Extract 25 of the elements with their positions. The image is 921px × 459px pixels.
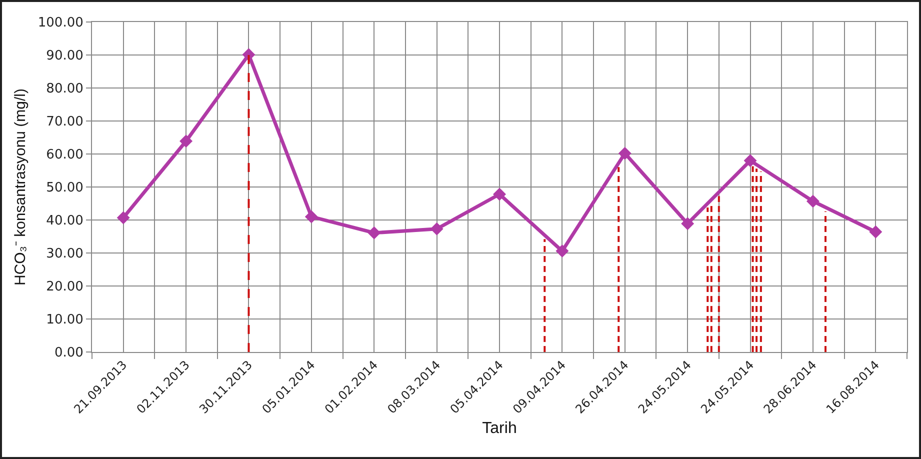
y-tick-label: 20.00: [46, 280, 84, 295]
y-tick-label: 60.00: [46, 148, 84, 163]
y-axis-title: HCO₃⁻ konsantrasyonu (mg/l): [12, 88, 30, 286]
y-tick-label: 50.00: [46, 180, 84, 196]
point: [681, 217, 694, 230]
x-axis-title: Tarih: [482, 420, 517, 438]
point: [806, 194, 820, 208]
y-tick-label: 90.00: [46, 48, 84, 64]
point: [618, 146, 632, 160]
point: [430, 222, 444, 236]
y-tick-label: 40.00: [46, 214, 84, 229]
y-tick-label: 80.00: [46, 82, 84, 97]
y-tick-label: 10.00: [46, 312, 84, 328]
point: [304, 210, 318, 224]
y-tick-label: 30.00: [46, 246, 84, 262]
point: [556, 244, 569, 258]
point: [180, 134, 193, 148]
y-tick-label: 0.00: [54, 346, 84, 361]
point: [368, 226, 381, 240]
y-tick-label: 70.00: [46, 114, 84, 130]
point: [116, 211, 130, 224]
point: [493, 188, 506, 201]
point: [744, 154, 757, 168]
point: [869, 225, 882, 238]
y-tick-label: 100.00: [38, 16, 84, 31]
